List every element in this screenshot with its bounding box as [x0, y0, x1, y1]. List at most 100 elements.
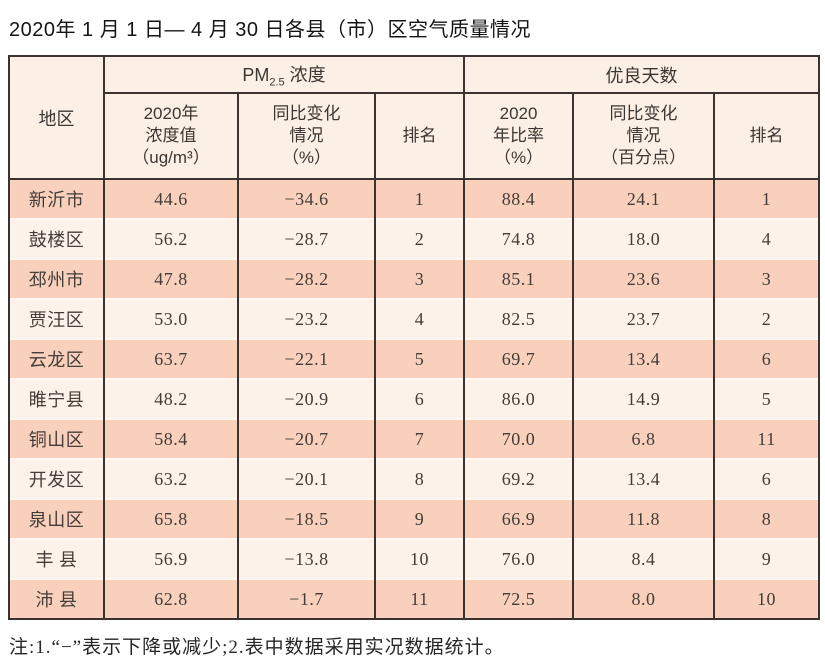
days-rank-cell: 6 [713, 458, 821, 499]
days-rate-cell: 72.5 [463, 578, 575, 619]
pm-value-cell: 63.7 [103, 338, 239, 379]
pm-value-cell: 58.4 [103, 418, 239, 459]
pm-value-cell: 44.6 [103, 179, 239, 219]
pm-change-cell: −28.7 [237, 218, 376, 259]
pm-change-cell: −20.7 [237, 418, 376, 459]
pm25-group-header: PM2.5 浓度 [102, 55, 466, 94]
days-change-cell: 24.1 [572, 179, 716, 219]
pm-rank-cell: 8 [373, 458, 466, 499]
pm-rank-cell: 5 [373, 338, 466, 379]
table-row: 睢宁县 48.2 −20.9 6 86.0 14.9 5 [8, 378, 821, 419]
region-cell: 开发区 [8, 458, 105, 499]
pm-rank-cell: 3 [373, 258, 466, 299]
pm-value-cell: 47.8 [103, 258, 239, 299]
pm-value-cell: 48.2 [103, 378, 239, 419]
table-row: 沛 县 62.8 −1.7 11 72.5 8.0 10 [8, 578, 821, 619]
days-rate-cell: 85.1 [463, 258, 575, 299]
days-rate-header: 2020 年比率 （%） [463, 92, 575, 180]
region-column-header: 地区 [8, 55, 105, 180]
pm-value-cell: 56.9 [103, 538, 239, 579]
table-row: 鼓楼区 56.2 −28.7 2 74.8 18.0 4 [8, 218, 821, 259]
region-cell: 新沂市 [8, 179, 105, 219]
region-cell: 睢宁县 [8, 378, 105, 419]
pm-change-header: 同比变化 情况 （%） [237, 92, 376, 180]
pm-value-cell: 63.2 [103, 458, 239, 499]
pm-value-cell: 65.8 [103, 498, 239, 539]
days-rank-cell: 10 [713, 578, 821, 619]
days-change-cell: 18.0 [572, 218, 716, 259]
pm-rank-cell: 6 [373, 378, 466, 419]
days-rank-cell: 8 [713, 498, 821, 539]
days-rank-cell: 1 [713, 179, 821, 219]
region-cell: 泉山区 [8, 498, 105, 539]
table-row: 贾汪区 53.0 −23.2 4 82.5 23.7 2 [8, 298, 821, 339]
table-row: 铜山区 58.4 −20.7 7 70.0 6.8 11 [8, 418, 821, 459]
days-rank-cell: 11 [713, 418, 821, 459]
days-rate-cell: 74.8 [463, 218, 575, 259]
pm-rank-cell: 9 [373, 498, 466, 539]
days-rate-cell: 88.4 [463, 179, 575, 219]
days-rate-cell: 86.0 [463, 378, 575, 419]
days-rate-cell: 66.9 [463, 498, 575, 539]
pm-value-header: 2020年 浓度值 （ug/m³） [103, 92, 239, 180]
pm25-label: PM2.5 浓度 [242, 64, 326, 89]
days-rate-cell: 69.7 [463, 338, 575, 379]
region-cell: 丰 县 [8, 538, 105, 579]
days-rank-cell: 5 [713, 378, 821, 419]
pm-change-cell: −18.5 [237, 498, 376, 539]
pm-rank-header: 排名 [373, 92, 466, 180]
region-cell: 铜山区 [8, 418, 105, 459]
page-title: 2020年 1 月 1 日— 4 月 30 日各县（市）区空气质量情况 [9, 19, 532, 41]
days-rank-header: 排名 [713, 92, 821, 180]
days-rank-cell: 2 [713, 298, 821, 339]
pm-rank-cell: 4 [373, 298, 466, 339]
days-change-cell: 23.7 [572, 298, 716, 339]
pm-change-cell: −20.1 [237, 458, 376, 499]
days-change-cell: 14.9 [572, 378, 716, 419]
pm-value-cell: 62.8 [103, 578, 239, 619]
table-row: 新沂市 44.6 −34.6 1 88.4 24.1 1 [8, 179, 821, 219]
days-rate-cell: 76.0 [463, 538, 575, 579]
table-row: 泉山区 65.8 −18.5 9 66.9 11.8 8 [8, 498, 821, 539]
days-change-cell: 8.4 [572, 538, 716, 579]
good-days-group-header: 优良天数 [463, 55, 821, 94]
days-change-cell: 13.4 [572, 338, 716, 379]
pm-change-cell: −28.2 [237, 258, 376, 299]
pm-change-cell: −1.7 [237, 578, 376, 619]
pm-rank-cell: 11 [373, 578, 466, 619]
table-row: 云龙区 63.7 −22.1 5 69.7 13.4 6 [8, 338, 821, 379]
region-cell: 沛 县 [8, 578, 105, 619]
pm-change-cell: −20.9 [237, 378, 376, 419]
footnote: 注:1.“−”表示下降或减少;2.表中数据采用实况数据统计。 [9, 637, 505, 658]
pm-value-cell: 56.2 [103, 218, 239, 259]
pm-value-cell: 53.0 [103, 298, 239, 339]
days-change-cell: 8.0 [572, 578, 716, 619]
pm-rank-cell: 10 [373, 538, 466, 579]
days-rate-cell: 82.5 [463, 298, 575, 339]
pm-change-cell: −13.8 [237, 538, 376, 579]
days-rank-cell: 3 [713, 258, 821, 299]
table-row: 开发区 63.2 −20.1 8 69.2 13.4 6 [8, 458, 821, 499]
days-change-cell: 6.8 [572, 418, 716, 459]
days-rate-cell: 69.2 [463, 458, 575, 499]
table-row: 邳州市 47.8 −28.2 3 85.1 23.6 3 [8, 258, 821, 299]
region-cell: 鼓楼区 [8, 218, 105, 259]
days-rate-cell: 70.0 [463, 418, 575, 459]
days-change-header: 同比变化 情况 （百分点） [572, 92, 716, 180]
pm-rank-cell: 7 [373, 418, 466, 459]
region-cell: 贾汪区 [8, 298, 105, 339]
pm-rank-cell: 1 [373, 179, 466, 219]
days-rank-cell: 6 [713, 338, 821, 379]
days-change-cell: 11.8 [572, 498, 716, 539]
air-quality-table: 地区 PM2.5 浓度 优良天数 2020年 浓度值 （ug/m³） 同比变化 … [8, 55, 821, 620]
pm-change-cell: −34.6 [237, 179, 376, 219]
pm-rank-cell: 2 [373, 218, 466, 259]
table-body: 新沂市 44.6 −34.6 1 88.4 24.1 1 鼓楼区 56.2 −28.7 2 74.8 1… [8, 179, 821, 619]
days-rank-cell: 4 [713, 218, 821, 259]
table-row: 丰 县 56.9 −13.8 10 76.0 8.4 9 [8, 538, 821, 579]
region-cell: 云龙区 [8, 338, 105, 379]
pm-change-cell: −22.1 [237, 338, 376, 379]
region-cell: 邳州市 [8, 258, 105, 299]
days-change-cell: 23.6 [572, 258, 716, 299]
days-rank-cell: 9 [713, 538, 821, 579]
